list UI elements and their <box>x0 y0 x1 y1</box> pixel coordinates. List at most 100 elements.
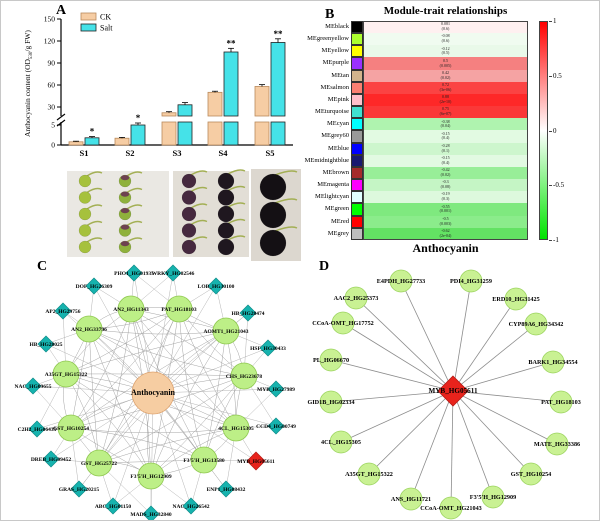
edge <box>150 375 245 477</box>
module-color-swatch <box>351 33 363 46</box>
bar-ck-s3 <box>161 121 177 146</box>
tf-node-hb-hg28474 <box>239 304 257 322</box>
node-label-ap2-hg29756: AP2_HG29756 <box>45 309 80 315</box>
edge <box>65 330 227 375</box>
module-label: MEred <box>330 217 349 225</box>
tf-node-enp1-hg08432 <box>217 480 235 498</box>
edge <box>452 390 532 475</box>
fruit-berry-cap <box>120 208 130 214</box>
fruit-berry <box>181 223 197 238</box>
tf-node-ap2-hg29756 <box>54 302 72 320</box>
module-label: MEsalmon <box>320 83 349 91</box>
node-label-hsf-hg30433: HSF_HG30433 <box>250 346 286 352</box>
tf-node-dreb-hg09452 <box>42 450 60 468</box>
module-label: MEyellow <box>321 47 349 55</box>
module-label: MEtan <box>331 71 349 79</box>
heatmap-row-melightcyan: MElightcyan -0.19 (0.3) <box>303 191 528 204</box>
tf-node-dof-hg26309 <box>85 277 103 295</box>
correlation-cell: 0.72 (3e-06) <box>363 81 528 94</box>
heatmap-row-mepurple: MEpurple 0.5 (0.005) <box>303 57 528 70</box>
edge <box>70 427 205 461</box>
axis-break-mark <box>56 113 66 121</box>
gene-node-a35gt-hg15322 <box>52 360 80 388</box>
edge <box>88 328 152 477</box>
node-label-e4pdh-hg27733: E4PDH_HG27733 <box>377 278 425 285</box>
p-value: (0.001) <box>439 208 452 214</box>
node-label-4cl-hg15305: 4CL_HG15305 <box>321 439 361 446</box>
node-label-pat-hg18103: PAT_HG18103 <box>161 307 196 313</box>
node-label-erd10-hg31425: ERD10_HG31425 <box>492 296 539 303</box>
node-label-aomt1-hg21043: AOMT1_HG21043 <box>204 329 249 335</box>
myb-hub-network: MYB_HG05611 E4PDH_HG27733 PDI4_HG31259 AAC2… <box>307 269 581 520</box>
heatmap-row-meyellow: MEyellow -0.12 (0.5) <box>303 45 528 58</box>
fruit-berry <box>259 173 287 201</box>
gene-node-a35gt-hg15322 <box>357 462 381 486</box>
p-value: (0.08) <box>440 184 451 190</box>
edge <box>88 328 245 377</box>
module-label: MEturquoise <box>315 108 349 116</box>
module-label: MEmagenta <box>317 181 349 189</box>
colorbar-tick <box>549 185 552 187</box>
node-label-pl-hg06670: PL_HG06670 <box>313 357 349 364</box>
y-axis-label: Anthocyanin content (OD530/g FW) <box>23 30 34 137</box>
correlation-cell: -0.19 (0.3) <box>363 191 528 204</box>
gene-node-f3-5-h-hg12909 <box>481 485 505 509</box>
panel-c-label: C <box>37 259 48 274</box>
fruit-berry <box>78 191 92 204</box>
node-label-a35gt-hg15322: A35GT_HG15322 <box>345 471 393 478</box>
fruit-berry <box>78 174 92 188</box>
correlation-value: -0.15 <box>441 130 450 136</box>
edge <box>400 280 454 392</box>
node-label-hb-hg28474: HB_HG28474 <box>231 311 264 317</box>
heatmap-row-megrey: MEgrey -0.62 (2e-04) <box>303 227 528 240</box>
node-label-4cl-hg15305: 4CL_HG15305 <box>218 426 254 432</box>
module-color-swatch <box>351 142 363 155</box>
fruit-stem <box>227 218 246 225</box>
node-label-f3-5-h-hg12909: F3'5'H_HG12909 <box>130 474 172 480</box>
edge <box>98 427 237 464</box>
correlation-value: -0.28 <box>441 142 450 148</box>
y-tick-label: 5 <box>51 121 55 130</box>
tf-node-hsf-hg30433 <box>259 339 277 357</box>
module-color-swatch <box>351 93 363 107</box>
gene-node-pdi4-hg31259 <box>459 269 483 293</box>
heatmap-row-mered: MEred -0.5 (0.003) <box>303 215 528 228</box>
p-value: (0.4) <box>441 135 450 141</box>
node-label-cyp89a6-hg34342: CYP89A6_HG34342 <box>509 321 564 328</box>
node-label-wrky-hg02546: WRKY_HG02546 <box>152 271 195 277</box>
correlation-cell: -0.28 (0.1) <box>363 142 528 155</box>
gene-node-4cl-hg15305 <box>329 430 353 454</box>
module-label: MEbrown <box>322 168 349 176</box>
fruit-stem <box>190 219 208 226</box>
node-label-an2-hg11343: AN2_HG11343 <box>113 307 149 313</box>
tf-node-lob-hg30100 <box>207 277 225 295</box>
node-label-a35gt-hg15322: A35GT_HG15322 <box>45 372 88 378</box>
edge <box>98 308 132 464</box>
gene-node-cyp89a6-hg34342 <box>524 312 548 336</box>
module-color-swatch <box>351 57 363 70</box>
colorbar-tick-label: -0.5 <box>553 181 565 190</box>
bar-ck-s3-upper <box>161 112 177 117</box>
edge <box>452 280 472 392</box>
heatmap-title: Module-trait relationships <box>383 5 508 17</box>
correlation-cell: 0.75 (6e-07) <box>363 106 528 119</box>
colorbar-tick-label: 0 <box>553 126 557 135</box>
node-label-ccd4-hg00749: CCD4_HG00749 <box>256 424 296 430</box>
correlation-value: 0.75 <box>442 106 449 112</box>
module-color-swatch <box>351 106 363 119</box>
heatmap-row-meturquoise: MEturquoise 0.75 (6e-07) <box>303 106 528 119</box>
correlation-value: -0.62 <box>441 227 450 233</box>
edge <box>88 328 100 464</box>
tf-node-myb-hg27989 <box>267 380 285 398</box>
correlation-cell: -0.08 (0.6) <box>363 33 528 46</box>
y-tick-label: 150 <box>44 15 56 24</box>
edge <box>130 308 237 429</box>
edge <box>410 390 454 500</box>
edge <box>88 328 227 335</box>
fruit-stem <box>126 171 143 177</box>
p-value: (0.1) <box>441 147 450 153</box>
p-value: (6e-07) <box>439 111 452 117</box>
heatmap-row-mebrown: MEbrown -0.42 (0.02) <box>303 166 528 180</box>
correlation-value: -0.3 <box>442 179 449 185</box>
panel-b-label: B <box>325 7 335 22</box>
